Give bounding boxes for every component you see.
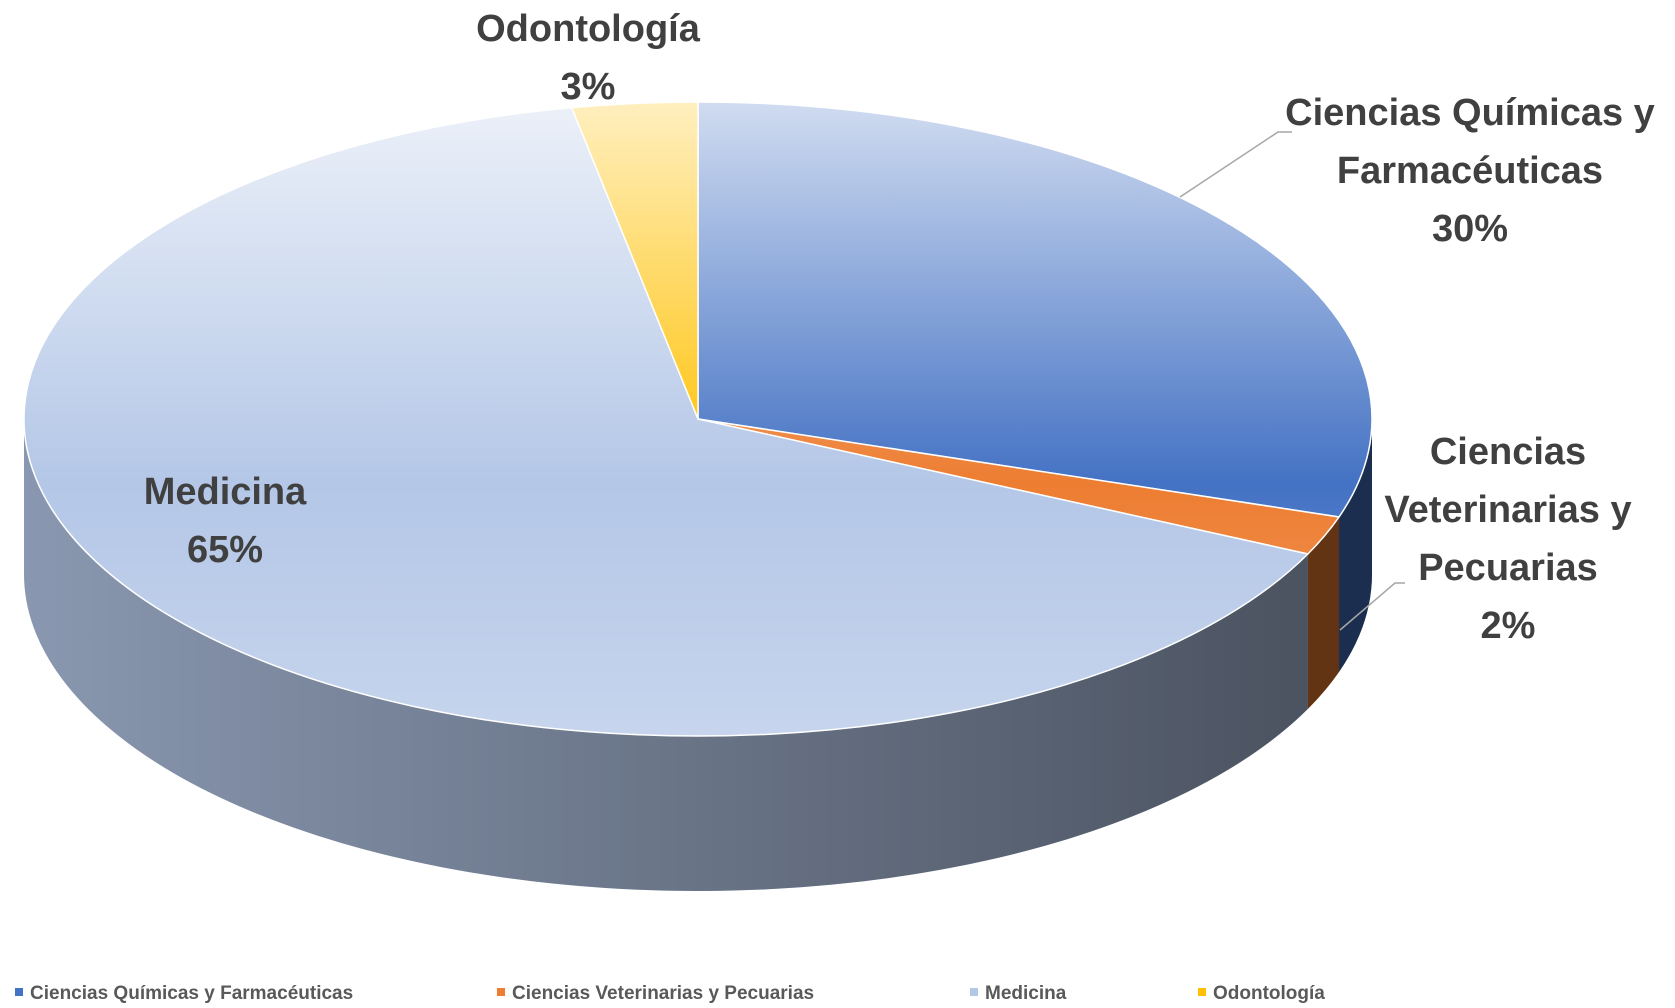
label-category: Ciencias Químicas y Farmacéuticas bbox=[1285, 92, 1655, 192]
legend-label: Ciencias Químicas y Farmacéuticas bbox=[30, 983, 354, 1004]
data-label: Odontología 3% bbox=[438, 0, 738, 116]
legend-label: Ciencias Veterinarias y Pecuarias bbox=[512, 983, 815, 1004]
label-value: 65% bbox=[186, 529, 264, 571]
label-value: 30% bbox=[1431, 208, 1509, 250]
label-category: Ciencias Veterinarias y Pecuarias bbox=[1384, 431, 1632, 589]
legend-item: Medicina bbox=[970, 983, 1066, 1005]
data-label: Ciencias Veterinarias y Pecuarias 2% bbox=[1358, 423, 1658, 655]
leader-line bbox=[1339, 582, 1405, 631]
legend-swatch bbox=[497, 987, 505, 996]
legend-item: Ciencias Veterinarias y Pecuarias bbox=[497, 983, 814, 1005]
legend-label: Medicina bbox=[985, 983, 1067, 1004]
legend-item: Ciencias Químicas y Farmacéuticas bbox=[15, 983, 353, 1005]
legend-swatch bbox=[970, 987, 978, 996]
legend-swatch bbox=[15, 987, 23, 996]
legend-item: Odontología bbox=[1198, 983, 1325, 1005]
legend-swatch bbox=[1198, 987, 1206, 996]
leader-line bbox=[1179, 131, 1292, 198]
legend-label: Odontología bbox=[1213, 983, 1325, 1004]
side-shade bbox=[24, 419, 1372, 891]
data-label: Medicina 65% bbox=[75, 463, 375, 579]
label-category: Odontología bbox=[476, 8, 700, 50]
label-category: Medicina bbox=[143, 471, 307, 513]
label-value: 3% bbox=[560, 66, 616, 108]
data-label: Ciencias Químicas y Farmacéuticas 30% bbox=[1280, 84, 1660, 258]
label-value: 2% bbox=[1480, 605, 1536, 647]
